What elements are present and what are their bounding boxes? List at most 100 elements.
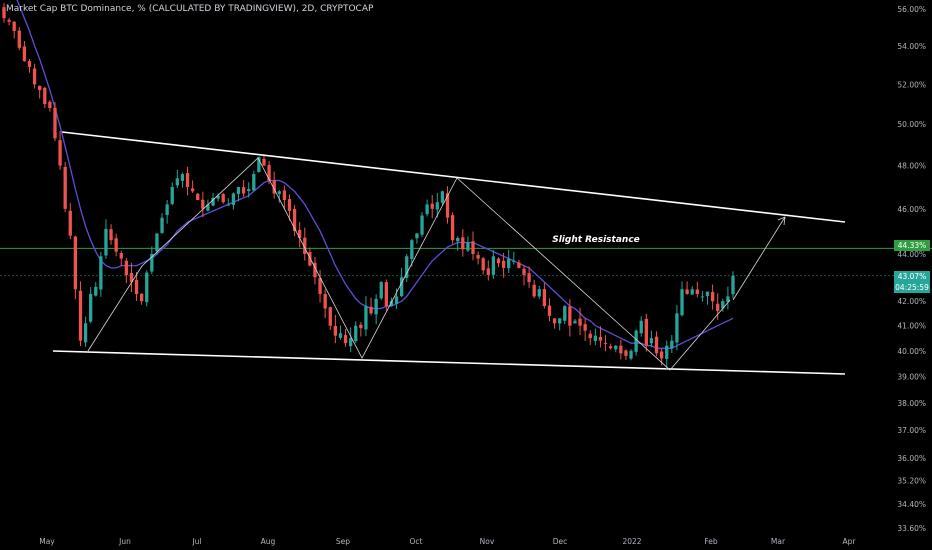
y-tick-label: 41.00% xyxy=(897,322,926,331)
y-tick-label: 52.00% xyxy=(897,80,926,89)
candle-body xyxy=(517,262,521,268)
candle-body xyxy=(262,158,266,166)
candle-body xyxy=(461,237,465,250)
candle-body xyxy=(175,178,179,186)
candle-body xyxy=(496,258,501,264)
candle-body xyxy=(292,208,297,232)
candle-body xyxy=(252,174,256,191)
moving-average-line xyxy=(16,0,734,349)
candle-body xyxy=(343,335,348,344)
moving-average-layer xyxy=(16,0,734,349)
candle-body xyxy=(476,254,480,259)
candle-body xyxy=(134,279,139,295)
candle-body xyxy=(221,194,225,203)
candle-body xyxy=(700,296,705,298)
candle-body xyxy=(241,187,246,194)
candle-body xyxy=(430,203,434,209)
y-tick-label: 35.20% xyxy=(897,477,926,486)
candle-body xyxy=(94,286,98,296)
resistance-price-tag: 44.33% xyxy=(894,240,930,251)
last-price-tag: 43.07% xyxy=(894,271,930,282)
candle-body xyxy=(170,186,174,204)
candle-body xyxy=(726,296,730,302)
projection-arrow-head xyxy=(777,216,786,226)
candle-body xyxy=(257,157,261,173)
candle-body xyxy=(410,240,414,259)
candle-body xyxy=(73,236,78,290)
candle-body xyxy=(690,289,694,295)
candle-body xyxy=(129,272,134,283)
zigzag-layer xyxy=(87,157,786,371)
y-tick-label: 54.00% xyxy=(897,42,926,51)
y-tick-label: 40.00% xyxy=(897,347,926,356)
candle-body xyxy=(379,282,383,299)
candle-body xyxy=(109,229,113,241)
candle-body xyxy=(369,306,373,314)
candle-body xyxy=(716,303,720,311)
candle-body xyxy=(308,252,312,266)
x-tick-label: Jul xyxy=(191,537,201,546)
candle-body xyxy=(603,342,608,344)
candle-body xyxy=(68,210,72,236)
candle-body xyxy=(629,350,633,359)
candle-body xyxy=(670,340,674,349)
y-tick-label: 34.40% xyxy=(897,500,926,509)
candle-body xyxy=(394,296,399,304)
candle-body xyxy=(481,258,485,271)
y-tick-label: 38.00% xyxy=(897,399,926,408)
candle-body xyxy=(354,325,358,342)
candle-body xyxy=(32,68,37,85)
candle-body xyxy=(53,107,57,139)
x-tick-label: Jun xyxy=(118,537,131,546)
candle-body xyxy=(374,298,378,315)
candle-body xyxy=(420,215,424,235)
candle-body xyxy=(89,294,93,322)
candle-body xyxy=(675,313,679,343)
candle-body xyxy=(99,256,103,290)
candle-body xyxy=(12,21,16,32)
candle-body xyxy=(547,305,552,316)
time-axis: May Jun Jul Aug Sep Oct Nov Dec 2022 Feb Mar Apr xyxy=(39,537,856,546)
candle-body xyxy=(705,291,710,297)
candle-body xyxy=(425,204,429,215)
candle-body xyxy=(247,189,251,192)
candle-body xyxy=(405,256,409,278)
candle-body xyxy=(659,351,664,359)
trendline-layer xyxy=(0,131,932,375)
chart-title: Market Cap BTC Dominance, % (CALCULATED … xyxy=(6,4,374,14)
candle-body xyxy=(563,306,567,321)
candle-body xyxy=(731,275,735,295)
candle-body xyxy=(267,165,271,181)
candle-body xyxy=(532,284,536,297)
candle-body xyxy=(323,293,327,309)
y-tick-label: 56.00% xyxy=(897,5,926,14)
candle-body xyxy=(537,289,541,297)
candle-body xyxy=(349,338,353,347)
candle-body xyxy=(180,174,185,181)
projection-arrow xyxy=(732,216,786,301)
candle-body xyxy=(328,307,332,326)
price-axis: 56.00% 54.00% 52.00% 50.00% 48.00% 46.00% 44.0… xyxy=(897,5,926,533)
candle-body xyxy=(384,282,388,307)
candle-body xyxy=(211,197,215,206)
candle-body xyxy=(318,277,322,295)
candle-body xyxy=(196,193,200,201)
x-tick-label: Dec xyxy=(553,537,568,546)
candle-body xyxy=(486,268,490,275)
y-tick-label: 39.00% xyxy=(897,373,926,382)
candle-body xyxy=(512,260,516,262)
candle-body xyxy=(150,253,154,272)
candle-body xyxy=(507,258,511,269)
candle-body xyxy=(552,318,557,324)
x-tick-label: 2022 xyxy=(622,537,641,546)
candle-body xyxy=(624,350,628,356)
candle-body xyxy=(445,193,450,218)
candle-body xyxy=(201,199,205,209)
candle-body xyxy=(399,277,404,297)
candle-body xyxy=(78,290,83,341)
annotation-slight-resistance: Slight Resistance xyxy=(552,235,640,245)
candle-body xyxy=(415,233,419,239)
candle-body xyxy=(665,345,669,359)
y-tick-label: 36.00% xyxy=(897,454,926,463)
